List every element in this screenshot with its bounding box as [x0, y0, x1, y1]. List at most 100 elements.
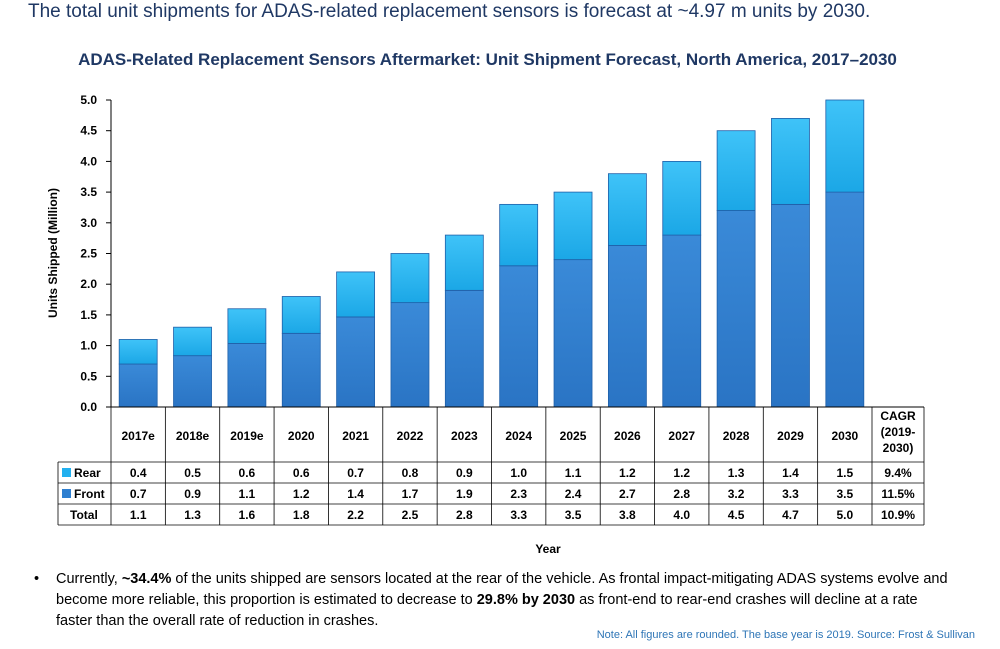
- x-tick-label: 2021: [342, 429, 369, 443]
- cagr-front: 11.5%: [881, 487, 915, 501]
- cell-rear: 0.9: [456, 466, 473, 480]
- cell-total: 4.5: [728, 508, 745, 522]
- cell-front: 1.7: [402, 487, 419, 501]
- x-tick-label: 2027: [668, 429, 695, 443]
- y-axis-label: Units Shipped (Million): [46, 188, 60, 318]
- y-tick-label: 4.5: [80, 124, 97, 138]
- x-tick-label: 2029: [777, 429, 804, 443]
- cell-rear: 1.2: [619, 466, 636, 480]
- bar-rear-2023: [444, 234, 484, 291]
- x-tick-label: 2020: [288, 429, 315, 443]
- bar-front-2020: [281, 332, 321, 408]
- cell-front: 3.2: [728, 487, 745, 501]
- bar-rear-2030: [825, 99, 865, 193]
- cell-total: 1.6: [239, 508, 256, 522]
- bar-rear-2020: [281, 296, 321, 334]
- bar-front-2026: [607, 245, 647, 408]
- bar-rear-2024: [499, 203, 539, 267]
- chart: 0.00.51.01.52.02.53.03.54.04.55.0 2017e 2…: [46, 93, 925, 556]
- bullet-dot: •: [34, 571, 40, 587]
- chart-title: ADAS-Related Replacement Sensors Afterma…: [78, 50, 897, 69]
- x-tick-label: 2030: [831, 429, 858, 443]
- bar-rear-2025: [553, 191, 593, 261]
- cell-front: 0.7: [130, 487, 147, 501]
- cell-total: 2.8: [456, 508, 473, 522]
- bar-rear-2026: [607, 173, 647, 246]
- cagr-header: (2019-: [881, 425, 916, 439]
- cell-front: 0.9: [184, 487, 201, 501]
- x-tick-label: 2023: [451, 429, 478, 443]
- cagr-rear: 9.4%: [884, 466, 912, 480]
- cell-rear: 1.0: [510, 466, 527, 480]
- y-tick-label: 1.0: [80, 339, 97, 353]
- legend-swatch-front: [62, 489, 71, 498]
- y-tick-label: 2.0: [80, 277, 97, 291]
- bar-front-2027: [662, 234, 702, 408]
- x-tick-label: 2017e: [121, 429, 155, 443]
- x-tick-label: 2022: [397, 429, 424, 443]
- bar-front-2019e: [227, 343, 267, 408]
- y-tick-label: 5.0: [80, 93, 97, 107]
- bars: [118, 99, 865, 408]
- cell-rear: 0.5: [184, 466, 201, 480]
- legend-swatch-rear: [62, 468, 71, 477]
- data-table: 2017e 2018e 2019e 2020 2021 2022 2023 2024 2025 2…: [57, 406, 925, 526]
- x-axis-label: Year: [535, 542, 561, 556]
- cell-total: 3.5: [565, 508, 582, 522]
- bar-front-2030: [825, 191, 865, 408]
- cell-total: 4.0: [673, 508, 690, 522]
- cell-total: 3.8: [619, 508, 636, 522]
- cell-front: 3.5: [836, 487, 853, 501]
- x-tick-label: 2024: [505, 429, 532, 443]
- cell-total: 3.3: [510, 508, 527, 522]
- bar-front-2029: [771, 203, 810, 408]
- cagr-header: 2030): [883, 441, 914, 455]
- legend-label-front: Front: [74, 487, 105, 501]
- row-label-total: Total: [70, 508, 98, 522]
- cell-total: 4.7: [782, 508, 799, 522]
- bar-rear-2017e: [118, 339, 158, 365]
- cell-front: 1.9: [456, 487, 473, 501]
- cell-total: 1.1: [130, 508, 147, 522]
- x-tick-label: 2019e: [230, 429, 264, 443]
- source-note: Note: All figures are rounded. The base …: [596, 629, 975, 641]
- bar-rear-2019e: [227, 308, 267, 344]
- cell-front: 2.8: [673, 487, 690, 501]
- y-tick-label: 4.0: [80, 154, 97, 168]
- x-tick-label: 2028: [723, 429, 750, 443]
- cell-rear: 0.6: [239, 466, 256, 480]
- cell-rear: 0.7: [347, 466, 364, 480]
- bar-front-2024: [499, 265, 539, 408]
- bar-rear-2029: [771, 118, 810, 205]
- cell-rear: 1.1: [565, 466, 582, 480]
- bar-rear-2022: [390, 253, 430, 304]
- cell-front: 2.7: [619, 487, 636, 501]
- y-tick-label: 0.5: [80, 369, 97, 383]
- cell-total: 2.2: [347, 508, 364, 522]
- bar-rear-2021: [336, 271, 376, 318]
- cell-total: 2.5: [402, 508, 419, 522]
- y-tick-label: 0.0: [80, 400, 97, 414]
- cell-rear: 1.4: [782, 466, 799, 480]
- bar-front-2023: [444, 289, 484, 408]
- bar-front-2025: [553, 259, 593, 408]
- x-tick-label: 2018e: [176, 429, 210, 443]
- cell-total: 5.0: [836, 508, 853, 522]
- bar-front-2022: [390, 302, 430, 408]
- bar-front-2018e: [173, 355, 212, 408]
- y-tick-label: 3.0: [80, 216, 97, 230]
- cell-rear: 1.2: [673, 466, 690, 480]
- bullet-text: Currently, ~34.4% of the units shipped a…: [56, 571, 948, 629]
- bar-front-2021: [336, 316, 376, 408]
- legend-label-rear: Rear: [74, 466, 101, 480]
- cell-front: 1.2: [293, 487, 310, 501]
- cell-rear: 0.4: [130, 466, 147, 480]
- cell-front: 2.3: [510, 487, 527, 501]
- x-tick-label: 2026: [614, 429, 641, 443]
- x-tick-label: 2025: [560, 429, 587, 443]
- y-tick-label: 3.5: [80, 185, 97, 199]
- cell-front: 1.1: [239, 487, 256, 501]
- cell-total: 1.8: [293, 508, 310, 522]
- y-tick-label: 2.5: [80, 247, 97, 261]
- cell-rear: 0.8: [402, 466, 419, 480]
